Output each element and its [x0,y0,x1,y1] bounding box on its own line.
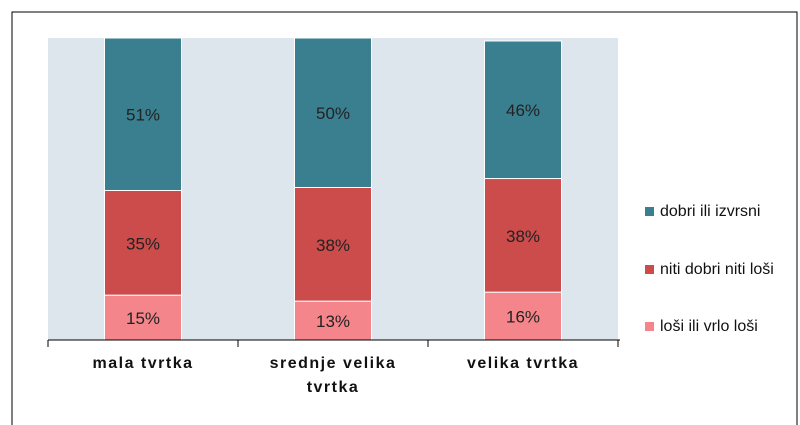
data-label: 38% [506,227,540,246]
data-label: 13% [316,312,350,331]
bar-segment [104,37,182,191]
bar-segment [294,187,372,302]
frame [11,11,798,425]
data-label: 38% [316,236,350,255]
legend-swatch [645,322,654,331]
legend-swatch [645,265,654,274]
data-label: 15% [126,309,160,328]
bar-segment [104,294,182,341]
x-tick-label: srednje velika tvrtka [269,355,397,396]
bar-segment [484,291,562,341]
x-tick-label: velika tvrtka [466,355,579,372]
bar-segment [484,178,562,293]
data-label: 46% [506,101,540,120]
data-label: 50% [316,104,350,123]
bar-segment [484,40,562,180]
legend-label: niti dobri niti loši [660,261,774,278]
legend-swatch [645,207,654,216]
x-tick-label: mala tvrtka [92,355,194,372]
legend-label: dobri ili izvrsni [660,203,761,220]
data-label: 16% [506,308,540,327]
legend-label: loši ili vrlo loši [660,318,758,335]
bar-segment [294,37,372,189]
data-label: 51% [126,106,160,125]
data-label: 35% [126,234,160,253]
